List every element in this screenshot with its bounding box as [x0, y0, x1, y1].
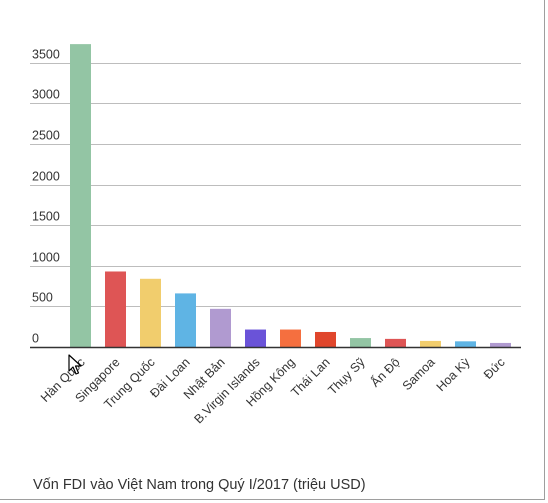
x-tick-label: Thái Lan	[288, 355, 332, 399]
x-tick-label: Samoa	[400, 355, 438, 393]
y-tick-label: 3000	[32, 88, 60, 102]
y-tick-label: 0	[32, 332, 39, 346]
x-tick-label: Ấn Độ	[367, 354, 402, 389]
bar	[315, 331, 336, 347]
x-tick-label: Hoa Kỳ	[434, 355, 473, 394]
bar	[455, 341, 476, 347]
mouse-cursor-icon	[68, 354, 82, 375]
bar	[245, 329, 266, 347]
bar	[70, 44, 91, 348]
x-tick-label: Đức	[481, 355, 508, 382]
bar	[105, 271, 126, 347]
x-tick-label: Thụy Sỹ	[325, 355, 368, 398]
bar	[350, 338, 371, 347]
bar	[385, 338, 406, 347]
y-tick-label: 1500	[32, 210, 60, 224]
y-tick-label: 1000	[32, 251, 60, 265]
bar	[140, 278, 161, 347]
bar	[175, 293, 196, 347]
bars	[70, 44, 511, 348]
bar	[210, 308, 231, 347]
bar	[280, 329, 301, 347]
y-tick-label: 2500	[32, 129, 60, 143]
bar	[490, 342, 511, 347]
y-axis-ticks: 0 500 1000 1500 2000 2500 3000 3500	[32, 48, 60, 346]
y-tick-label: 500	[32, 291, 53, 305]
chart-caption: Vốn FDI vào Việt Nam trong Quý I/2017 (t…	[33, 477, 366, 493]
y-tick-label: 3500	[32, 48, 60, 62]
bar	[420, 340, 441, 347]
gridlines	[30, 63, 521, 307]
y-tick-label: 2000	[32, 170, 60, 184]
